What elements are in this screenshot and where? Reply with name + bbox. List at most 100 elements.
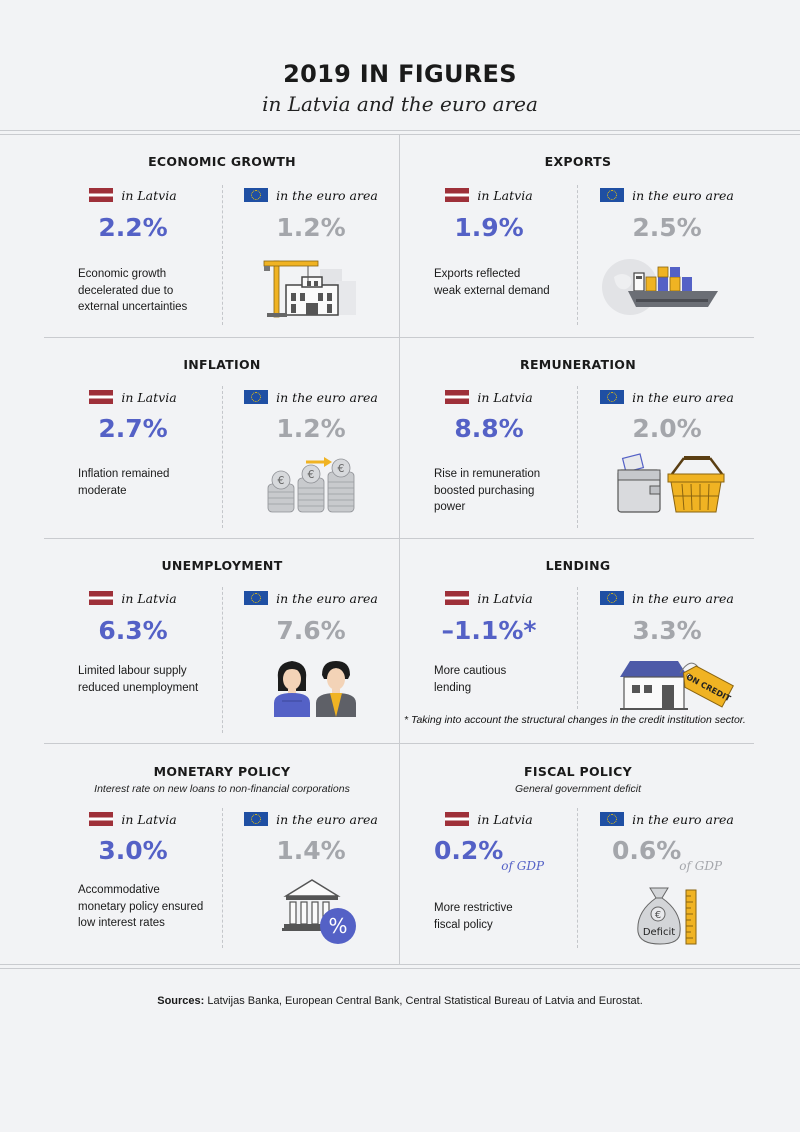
panel-remuneration: REMUNERATION in Latvia 8.8% in the euro … xyxy=(400,338,756,538)
panel-exports: EXPORTS in Latvia 1.9% in the euro area … xyxy=(400,135,756,335)
description-line: reduced unemployment xyxy=(78,681,199,694)
latvia-label: in Latvia xyxy=(400,590,578,606)
description-line: Economic growth xyxy=(78,268,167,280)
region-label: in Latvia xyxy=(477,187,533,203)
region-label: in Latvia xyxy=(121,590,177,606)
latvia-flag-icon xyxy=(445,591,470,605)
region-label: in Latvia xyxy=(477,590,533,606)
description-line: Exports reflected xyxy=(434,268,521,280)
latvia-value: 3.0% xyxy=(98,836,168,865)
region-label: in the euro area xyxy=(276,590,378,606)
description: Rise in remuneration boosted purchasing … xyxy=(434,466,584,516)
eu-flag-icon xyxy=(600,812,625,826)
page-title: 2019 IN FIGURES xyxy=(283,60,517,88)
column-separator xyxy=(222,386,223,528)
eu-flag-icon xyxy=(244,591,269,605)
latvia-label: in Latvia xyxy=(400,811,578,827)
svg-text:€: € xyxy=(308,468,315,481)
svg-text:€: € xyxy=(278,474,285,487)
description-line: Limited labour supply xyxy=(78,665,187,677)
region-label: in the euro area xyxy=(632,811,734,827)
euro-value: 2.5% xyxy=(632,213,702,242)
sources-text: Latvijas Banka, European Central Bank, C… xyxy=(207,995,643,1007)
grid-divider xyxy=(44,538,754,539)
latvia-flag-icon xyxy=(89,188,114,202)
latvia-value: –1.1%* xyxy=(441,616,537,645)
region-label: in the euro area xyxy=(276,187,378,203)
panel-title: LENDING xyxy=(545,558,611,573)
latvia-value: 1.9% xyxy=(454,213,524,242)
euro-value: 1.2% xyxy=(276,213,346,242)
region-label: in the euro area xyxy=(632,590,734,606)
footer-divider xyxy=(0,964,800,965)
euro-value: 3.3% xyxy=(632,616,702,645)
euro-value: 1.2% xyxy=(276,414,346,443)
description-line: Accommodative xyxy=(78,884,160,896)
panel-subtitle: Interest rate on new loans to non-financ… xyxy=(94,783,350,795)
latvia-flag-icon xyxy=(89,591,114,605)
region-label: in Latvia xyxy=(121,187,177,203)
description-line: low interest rates xyxy=(78,917,165,929)
euro-label: in the euro area xyxy=(222,811,400,827)
column-separator xyxy=(577,386,578,528)
region-label: in the euro area xyxy=(276,811,378,827)
euro-value: 0.6% xyxy=(611,836,682,865)
description: Economic growth decelerated due to exter… xyxy=(78,266,228,316)
panel-monetary-policy: MONETARY POLICY Interest rate on new loa… xyxy=(44,744,400,964)
latvia-value: 0.2% xyxy=(433,836,504,865)
description: More cautious lending xyxy=(434,663,584,696)
cargo-ship-icon xyxy=(602,259,718,315)
latvia-value: 6.3% xyxy=(98,616,168,645)
region-label: in the euro area xyxy=(276,389,378,405)
latvia-label: in Latvia xyxy=(400,187,578,203)
latvia-value: 2.2% xyxy=(98,213,168,242)
svg-text:€: € xyxy=(655,910,661,921)
gdp-unit-label: of GDP xyxy=(679,859,723,873)
region-label: in Latvia xyxy=(477,811,533,827)
grid-divider xyxy=(44,337,754,338)
euro-label: in the euro area xyxy=(578,389,756,405)
description-line: decelerated due to xyxy=(78,284,174,297)
svg-text:€: € xyxy=(338,462,345,475)
column-separator xyxy=(222,808,223,948)
panel-title: FISCAL POLICY xyxy=(524,764,632,779)
page-subtitle: in Latvia and the euro area xyxy=(262,92,538,116)
euro-label: in the euro area xyxy=(578,811,756,827)
euro-label: in the euro area xyxy=(578,187,756,203)
latvia-value: 8.8% xyxy=(454,414,524,443)
panel-economic-growth: ECONOMIC GROWTH in Latvia 2.2% in the eu… xyxy=(44,135,400,335)
eu-flag-icon xyxy=(600,390,625,404)
region-label: in the euro area xyxy=(632,389,734,405)
sources-label: Sources: xyxy=(157,995,205,1007)
panel-title: EXPORTS xyxy=(544,154,612,169)
grid-divider-vertical xyxy=(399,135,400,965)
euro-label: in the euro area xyxy=(222,187,400,203)
panel-title: MONETARY POLICY xyxy=(153,764,291,779)
footnote: * Taking into account the structural cha… xyxy=(404,714,746,726)
euro-label: in the euro area xyxy=(222,590,400,606)
latvia-label: in Latvia xyxy=(44,811,222,827)
description: Accommodative monetary policy ensured lo… xyxy=(78,882,228,932)
panel-subtitle: General government deficit xyxy=(514,783,642,795)
latvia-label: in Latvia xyxy=(44,389,222,405)
euro-value-row: 0.6%of GDP xyxy=(578,836,756,873)
sources-note: Sources: Latvijas Banka, European Centra… xyxy=(0,995,800,1007)
eu-flag-icon xyxy=(600,188,625,202)
deficit-label: Deficit xyxy=(643,927,675,938)
description-line: lending xyxy=(434,681,472,694)
description: Limited labour supply reduced unemployme… xyxy=(78,663,228,696)
header-divider xyxy=(0,134,800,135)
panel-title: UNEMPLOYMENT xyxy=(161,558,283,573)
latvia-value: 2.7% xyxy=(98,414,168,443)
euro-value: 7.6% xyxy=(276,616,346,645)
description: More restrictive fiscal policy xyxy=(434,900,584,933)
coin-stacks-icon: € € € xyxy=(267,457,355,513)
eu-flag-icon xyxy=(600,591,625,605)
description-line: fiscal policy xyxy=(434,918,493,931)
panel-fiscal-policy: FISCAL POLICY General government deficit… xyxy=(400,744,756,964)
eu-flag-icon xyxy=(244,390,269,404)
description: Inflation remained moderate xyxy=(78,466,228,499)
grid-divider xyxy=(44,743,754,744)
header: 2019 IN FIGURES in Latvia and the euro a… xyxy=(0,0,800,134)
panel-title: ECONOMIC GROWTH xyxy=(148,154,296,169)
